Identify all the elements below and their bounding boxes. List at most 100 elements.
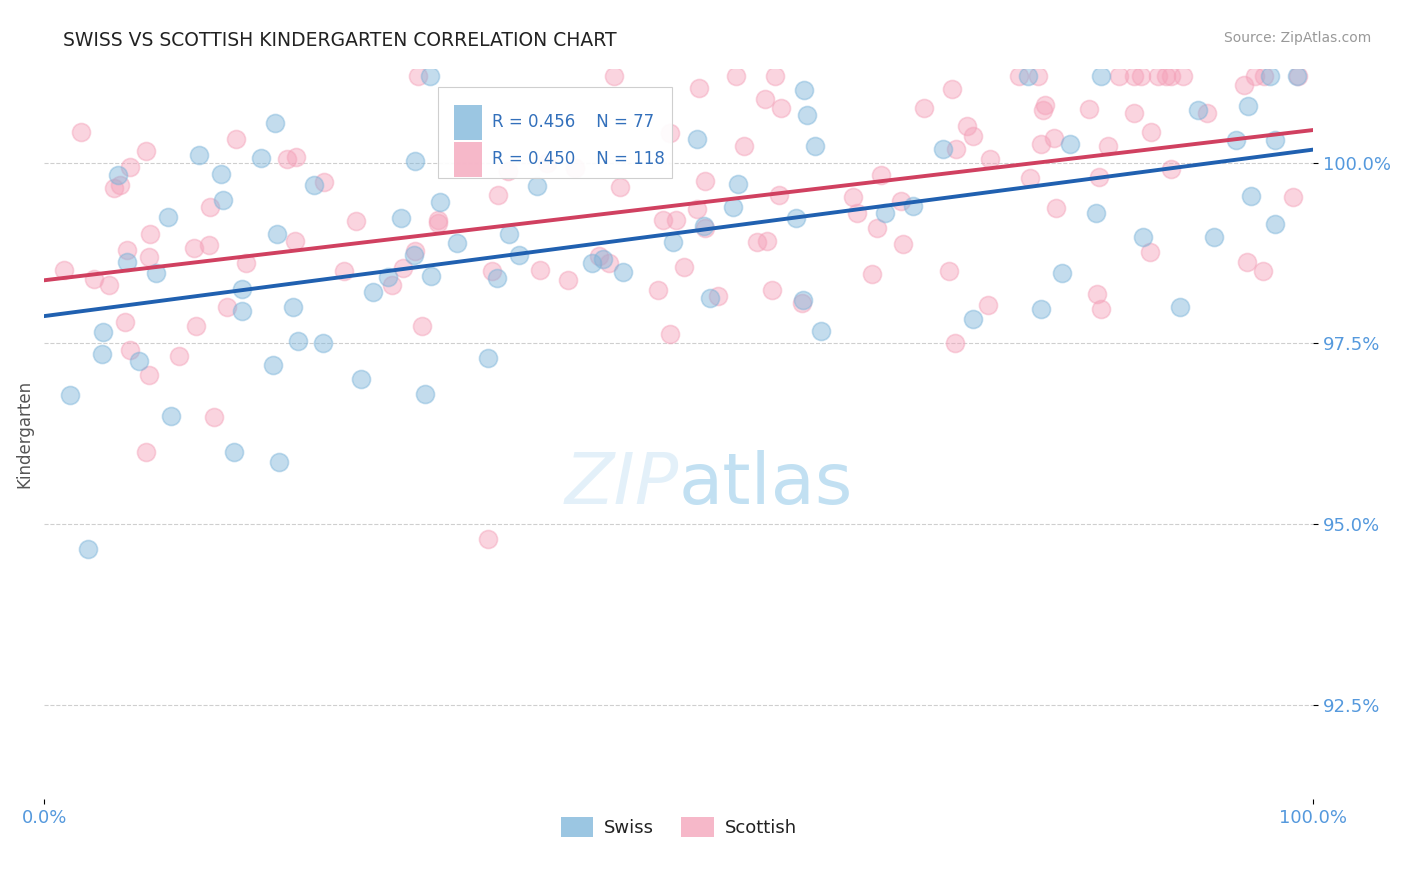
Swiss [932,142,955,156]
Swiss [1264,217,1286,231]
Swiss [266,227,288,242]
Swiss [429,194,451,209]
Scottish [183,241,205,255]
Scottish [686,202,709,216]
Scottish [120,160,142,174]
Scottish [938,264,960,278]
FancyBboxPatch shape [454,105,482,140]
Scottish [481,264,503,278]
Scottish [1108,69,1130,83]
Swiss [785,211,807,225]
Scottish [1043,130,1066,145]
Scottish [344,213,367,227]
Scottish [1045,201,1067,215]
Scottish [1244,69,1267,83]
FancyBboxPatch shape [454,142,482,177]
Scottish [114,315,136,329]
Swiss [377,270,399,285]
Scottish [427,216,450,230]
Swiss [1204,230,1226,244]
Scottish [138,250,160,264]
Scottish [846,205,869,219]
Swiss [873,206,896,220]
Swiss [693,219,716,233]
Scottish [652,212,675,227]
Scottish [598,256,620,270]
Scottish [1026,69,1049,83]
Scottish [427,213,450,227]
Scottish [477,532,499,546]
Scottish [1123,69,1146,83]
Swiss [413,387,436,401]
Swiss [107,168,129,182]
Scottish [284,234,307,248]
Scottish [1078,102,1101,116]
Scottish [756,234,779,248]
Swiss [267,455,290,469]
Text: R = 0.456    N = 77: R = 0.456 N = 77 [492,113,654,131]
Scottish [941,82,963,96]
Scottish [770,101,793,115]
Swiss [1029,301,1052,316]
Scottish [1160,69,1182,83]
Swiss [727,178,749,192]
Scottish [912,101,935,115]
Swiss [90,347,112,361]
Scottish [768,187,790,202]
Scottish [53,263,76,277]
Scottish [695,221,717,235]
Swiss [145,267,167,281]
Scottish [588,249,610,263]
Scottish [956,119,979,133]
Swiss [661,235,683,249]
Scottish [117,243,139,257]
Scottish [167,350,190,364]
Swiss [59,388,82,402]
Scottish [198,238,221,252]
Swiss [249,151,271,165]
Scottish [98,278,121,293]
Swiss [312,336,335,351]
Swiss [1187,103,1209,117]
Scottish [866,220,889,235]
Scottish [763,69,786,83]
Swiss [699,291,721,305]
Scottish [83,272,105,286]
Scottish [842,190,865,204]
Scottish [1236,255,1258,269]
Scottish [1160,161,1182,176]
Scottish [1085,287,1108,301]
Scottish [733,139,755,153]
Scottish [184,319,207,334]
Scottish [333,264,356,278]
Swiss [76,541,98,556]
Scottish [1195,106,1218,120]
Swiss [446,235,468,250]
Scottish [135,444,157,458]
Scottish [406,69,429,83]
Swiss [281,300,304,314]
Swiss [1240,189,1263,203]
Scottish [658,327,681,342]
Swiss [592,252,614,266]
Scottish [120,343,142,358]
Swiss [160,409,183,423]
Scottish [979,152,1001,166]
Scottish [135,145,157,159]
Scottish [1146,69,1168,83]
Scottish [688,81,710,95]
Swiss [231,282,253,296]
Scottish [486,188,509,202]
Scottish [536,155,558,169]
Scottish [977,298,1000,312]
Swiss [1237,99,1260,113]
Swiss [128,353,150,368]
Scottish [1032,103,1054,117]
Swiss [188,147,211,161]
Scottish [647,283,669,297]
Swiss [157,210,180,224]
Swiss [686,132,709,146]
Scottish [609,179,631,194]
Swiss [224,444,246,458]
Scottish [1139,244,1161,259]
